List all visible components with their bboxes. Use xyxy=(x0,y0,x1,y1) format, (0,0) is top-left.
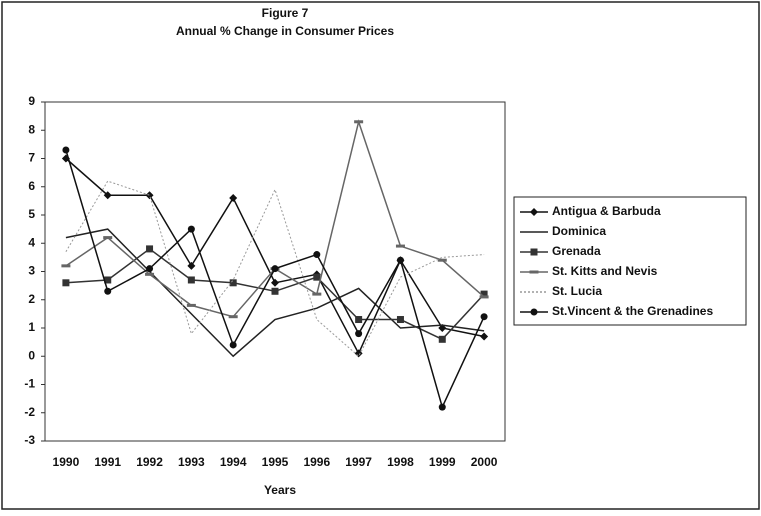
point xyxy=(186,303,196,307)
point xyxy=(145,191,154,200)
point xyxy=(228,315,238,319)
series-line xyxy=(65,228,485,358)
legend-marker xyxy=(530,208,538,216)
y-tick-label: 3 xyxy=(28,264,35,278)
y-tick-label: -1 xyxy=(24,377,35,391)
point xyxy=(312,292,322,296)
y-tick-label: 4 xyxy=(28,235,35,249)
point xyxy=(479,295,489,299)
point xyxy=(146,245,154,253)
y-tick-label: 9 xyxy=(28,94,35,108)
y-tick-label: 7 xyxy=(28,151,35,165)
chart-subtitle: Annual % Change in Consumer Prices xyxy=(176,24,394,38)
point xyxy=(187,261,196,270)
y-tick-label: -3 xyxy=(24,433,35,447)
point xyxy=(271,278,279,287)
legend-marker xyxy=(530,248,538,256)
x-tick-label: 1993 xyxy=(178,455,205,469)
x-tick-label: 1992 xyxy=(136,455,163,469)
x-tick-label: 1996 xyxy=(303,455,330,469)
x-tick-label: 1990 xyxy=(53,455,80,469)
point xyxy=(104,276,112,284)
x-tick-label: 1995 xyxy=(262,455,289,469)
point xyxy=(313,251,321,259)
point xyxy=(187,276,195,284)
chart-title: Figure 7 xyxy=(262,6,309,20)
point xyxy=(62,279,70,287)
point xyxy=(438,335,446,343)
x-axis-label: Years xyxy=(264,483,296,497)
x-tick-label: 1997 xyxy=(345,455,372,469)
y-tick-label: 8 xyxy=(28,122,35,136)
y-tick-label: 1 xyxy=(28,320,35,334)
x-tick-label: 1999 xyxy=(429,455,456,469)
point xyxy=(62,146,70,154)
point xyxy=(313,273,321,281)
x-tick-label: 1991 xyxy=(94,455,121,469)
point xyxy=(103,191,112,200)
point xyxy=(146,265,154,273)
legend-marker xyxy=(530,308,538,316)
legend-label: St. Kitts and Nevis xyxy=(552,264,658,278)
point xyxy=(396,316,404,324)
y-tick-label: 6 xyxy=(28,179,35,193)
point xyxy=(355,316,363,324)
point xyxy=(229,341,237,349)
point xyxy=(104,287,112,295)
point xyxy=(145,272,155,276)
point xyxy=(187,225,195,233)
legend xyxy=(513,196,747,326)
point xyxy=(480,290,488,298)
point xyxy=(229,279,237,287)
point xyxy=(354,349,363,358)
x-tick-label: 1994 xyxy=(220,455,247,469)
legend-label: Dominica xyxy=(552,224,606,238)
point xyxy=(480,332,489,341)
legend-label: St. Lucia xyxy=(552,284,602,298)
y-tick-label: 2 xyxy=(28,292,35,306)
point xyxy=(354,120,364,124)
point xyxy=(271,265,279,273)
point xyxy=(61,264,71,268)
point xyxy=(103,236,113,240)
point xyxy=(395,244,405,248)
point xyxy=(355,330,363,338)
point xyxy=(480,313,488,321)
x-tick-label: 1998 xyxy=(387,455,414,469)
point xyxy=(229,194,238,203)
point xyxy=(396,256,404,264)
y-tick-label: 5 xyxy=(28,207,35,221)
legend-marker xyxy=(529,270,539,274)
legend-label: St.Vincent & the Grenadines xyxy=(552,304,713,318)
point xyxy=(271,287,279,295)
legend-label: Antigua & Barbuda xyxy=(552,204,661,218)
point xyxy=(438,403,446,411)
point xyxy=(437,258,447,262)
y-tick-label: -2 xyxy=(24,405,35,419)
y-tick-label: 0 xyxy=(28,348,35,362)
legend-label: Grenada xyxy=(552,244,601,258)
x-tick-label: 2000 xyxy=(471,455,498,469)
